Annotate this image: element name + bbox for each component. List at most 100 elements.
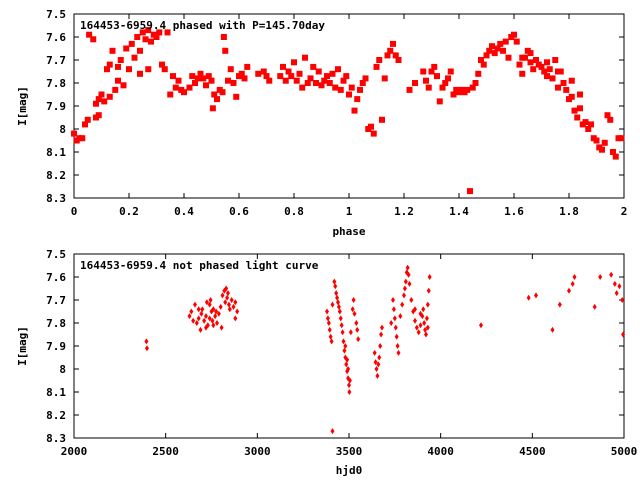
data-point	[420, 68, 427, 75]
data-point	[395, 57, 402, 63]
data-point	[534, 292, 538, 299]
data-point	[489, 43, 495, 50]
data-point	[329, 70, 336, 77]
data-point	[352, 310, 357, 317]
data-point	[189, 73, 196, 80]
y-tick-label: 7.7	[46, 54, 66, 67]
x-tick-label: 0.4	[174, 205, 194, 218]
data-point	[229, 297, 234, 303]
data-point	[413, 317, 417, 324]
data-point	[577, 105, 583, 112]
data-point	[211, 91, 218, 98]
data-point	[71, 130, 77, 137]
x-tick-label: 1.2	[394, 205, 414, 218]
data-point	[516, 61, 523, 68]
data-point	[335, 66, 341, 73]
data-point	[231, 303, 236, 310]
data-point	[315, 68, 322, 75]
data-point	[350, 306, 355, 313]
data-point	[325, 308, 329, 315]
data-point	[219, 324, 224, 331]
data-point	[128, 40, 135, 47]
y-tick-label: 7.5	[46, 8, 66, 21]
data-point	[480, 61, 487, 68]
data-point	[612, 153, 619, 160]
data-point	[325, 315, 330, 322]
data-point	[475, 70, 482, 77]
data-point	[238, 70, 245, 77]
x-tick-label: 0.2	[119, 205, 139, 218]
data-point	[483, 52, 490, 59]
data-point	[117, 57, 124, 63]
data-point	[336, 299, 340, 306]
data-point	[359, 80, 366, 86]
data-point	[339, 322, 344, 329]
data-point	[374, 366, 379, 372]
data-point	[328, 333, 333, 340]
data-point	[450, 91, 457, 98]
data-point	[572, 274, 577, 280]
data-point	[375, 372, 380, 379]
data-point	[555, 84, 561, 91]
data-point	[187, 313, 192, 320]
data-point	[598, 274, 603, 280]
data-point	[225, 294, 230, 301]
data-point	[137, 70, 143, 77]
unphased-ticks	[73, 253, 625, 439]
data-point	[416, 329, 421, 336]
data-point	[255, 70, 262, 77]
data-point	[214, 308, 219, 315]
data-point	[347, 377, 352, 384]
data-point	[585, 126, 592, 132]
data-point	[533, 57, 539, 63]
data-point	[423, 77, 429, 84]
data-point	[326, 80, 333, 86]
data-point	[593, 137, 600, 144]
data-point	[436, 98, 443, 105]
y-tick-label: 7.9	[46, 340, 66, 353]
data-point	[282, 77, 289, 84]
data-point	[342, 347, 347, 354]
phased-chart-title: 164453-6959.4 phased with P=145.70day	[80, 19, 325, 32]
y-tick-label: 7.8	[46, 317, 66, 330]
data-point	[327, 326, 332, 333]
data-point	[469, 84, 476, 91]
data-point	[560, 80, 567, 86]
data-point	[227, 306, 232, 313]
data-point	[338, 315, 343, 322]
y-tick-label: 8	[59, 123, 66, 136]
phased-y-tick-labels: 7.5 7.6 7.7 7.8 7.9 8 8.1 8.2 8.3	[46, 8, 66, 205]
data-point	[225, 77, 231, 84]
data-point	[400, 301, 405, 308]
data-point	[340, 329, 345, 336]
data-point	[115, 63, 121, 70]
data-point	[343, 343, 348, 349]
data-point	[406, 86, 413, 93]
data-point	[321, 77, 328, 84]
data-point	[530, 66, 537, 73]
data-point	[563, 86, 570, 93]
data-point	[513, 38, 520, 45]
data-point	[336, 303, 341, 310]
data-point	[203, 82, 209, 89]
data-point	[215, 320, 219, 326]
x-tick-label: 2	[621, 205, 628, 218]
data-point	[302, 54, 308, 61]
data-point	[288, 73, 295, 80]
data-point	[280, 63, 286, 70]
x-tick-label: 4500	[519, 445, 546, 458]
data-point	[550, 326, 555, 333]
unphased-y-tick-labels: 7.5 7.6 7.7 7.8 7.9 8 8.1 8.2 8.3	[46, 248, 66, 445]
data-point	[614, 290, 619, 297]
x-tick-label: 2000	[61, 445, 88, 458]
data-point	[344, 361, 349, 368]
data-point	[373, 359, 378, 366]
x-tick-label: 5000	[611, 445, 638, 458]
data-point	[200, 75, 207, 82]
data-point	[354, 320, 359, 326]
data-point	[527, 59, 534, 66]
data-point	[167, 91, 174, 98]
data-point	[412, 80, 418, 86]
data-point	[396, 349, 401, 356]
data-point	[213, 313, 218, 320]
